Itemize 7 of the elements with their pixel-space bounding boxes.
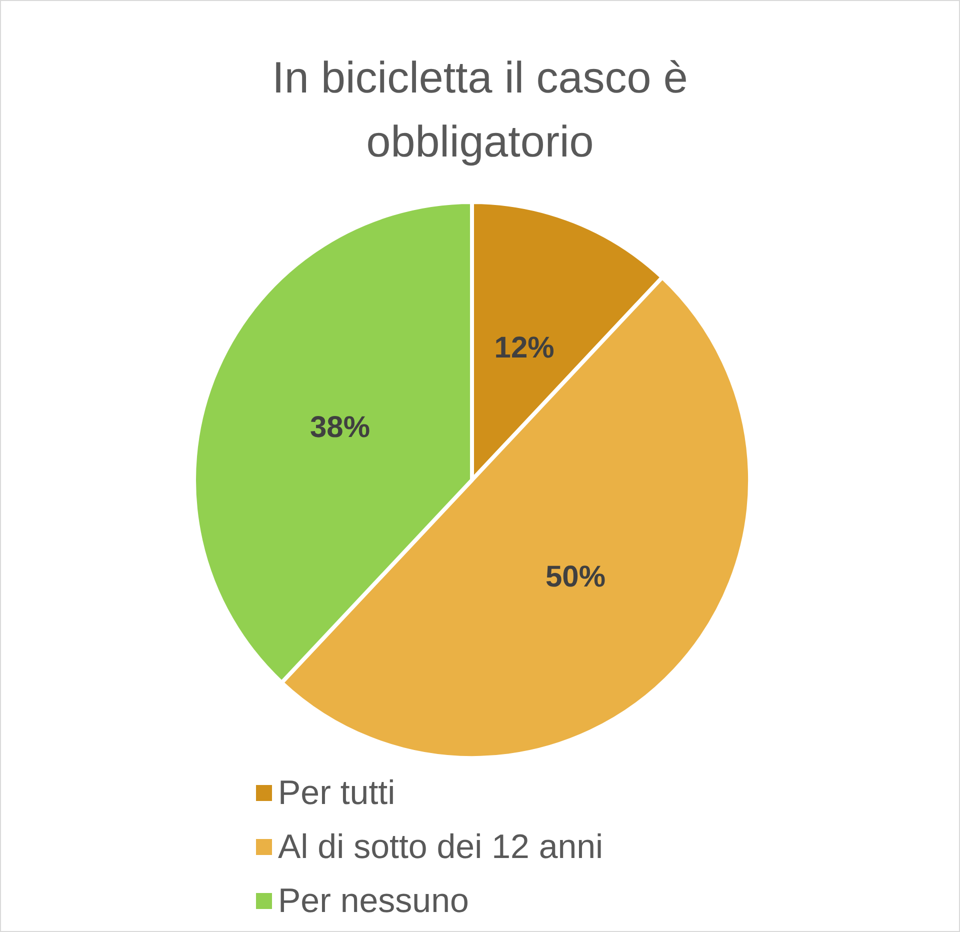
data-label: 38% <box>310 411 370 444</box>
legend-label: Per nessuno <box>278 882 469 920</box>
legend-label: Al di sotto dei 12 anni <box>278 828 604 866</box>
legend-label: Per tutti <box>278 774 396 812</box>
data-label: 12% <box>494 331 554 364</box>
data-label: 50% <box>545 560 606 594</box>
chart-title: In bicicletta il casco è obbligatorio <box>272 54 688 166</box>
